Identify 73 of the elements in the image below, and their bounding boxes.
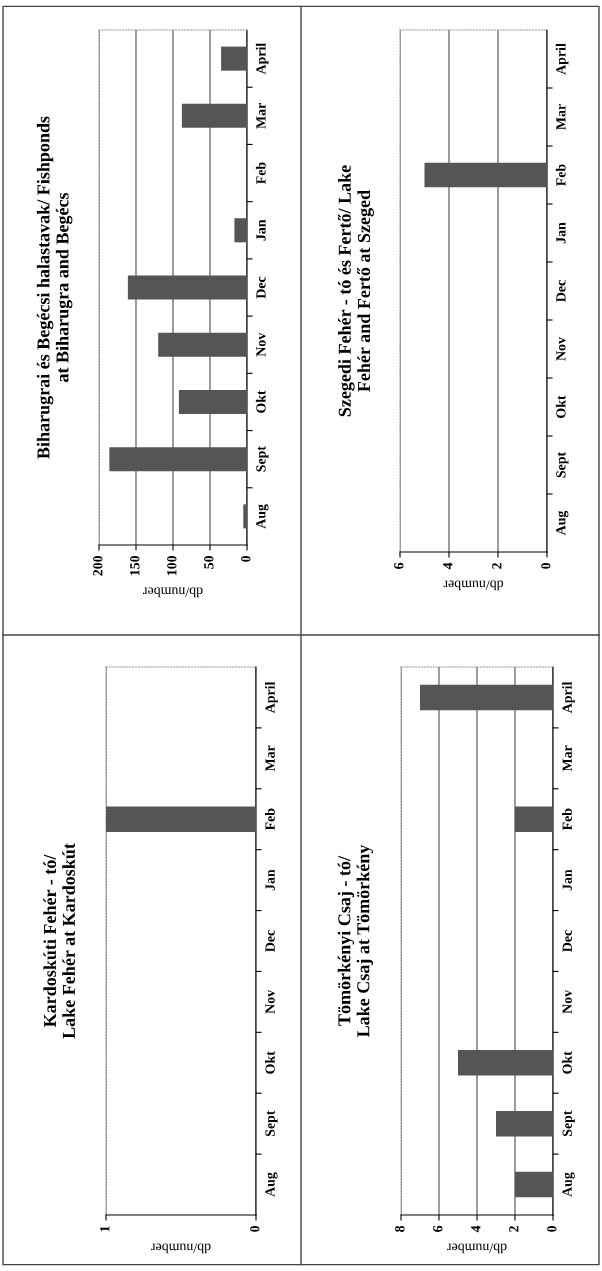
y-tick-label: Nov [562, 989, 572, 1014]
x-tick-label: 50 [204, 555, 214, 569]
y-tick-label: Okt [562, 1051, 572, 1074]
y-tick-label: Feb [255, 162, 266, 184]
bar [458, 1049, 553, 1076]
y-tick-label: April [555, 43, 569, 75]
x-tick-label: 0 [547, 1225, 557, 1232]
bar [178, 389, 247, 414]
y-tick-label: Okt [555, 395, 566, 418]
bar [234, 218, 247, 243]
y-tick-label: Sept [562, 1110, 575, 1137]
y-tick-label: Dec [562, 930, 572, 952]
x-tick-label: 4 [443, 562, 453, 570]
bar [515, 806, 553, 833]
y-tick-label: Okt [255, 390, 266, 413]
y-tick-label: Okt [265, 1051, 275, 1074]
bar [109, 447, 247, 472]
text: Szegedi Fehér - tó és Fertő/ Lake Fehér and Fertő at Szeged [337, 165, 374, 417]
y-tick-label: Feb [265, 808, 275, 831]
text: Tömörkényi Csaj - tó/ Lake Csaj at Tömörkény [337, 844, 374, 1038]
y-tick-label: Nov [256, 332, 266, 357]
y-tick-label: Nov [265, 989, 275, 1014]
x-axis-title: db/number [447, 1243, 507, 1254]
y-tick-label: Jan [265, 869, 275, 891]
x-tick-label: 4 [471, 1225, 481, 1233]
text: Biharugrai és Begécsi halastavak/ Fishponds at Biharugra and Begécs [36, 116, 73, 459]
bar [221, 46, 247, 71]
x-tick-label: 6 [433, 1225, 443, 1232]
y-tick-label: April [265, 681, 278, 714]
y-tick-label: Sept [256, 446, 269, 472]
y-tick-label: Mar [562, 745, 572, 772]
x-tick-label: 1 [100, 1226, 110, 1232]
x-axis-title: db/number [143, 587, 203, 598]
x-tick-label: 2 [509, 1226, 519, 1232]
y-tick-label: Dec [556, 280, 566, 302]
y-tick-label: Jan [556, 222, 566, 244]
y-tick-label: Aug [556, 510, 569, 536]
x-axis-title: db/number [151, 1243, 211, 1254]
x-axis-title: db/number [443, 580, 504, 591]
bar [243, 504, 247, 529]
y-tick-label: Aug [265, 1172, 278, 1197]
y-tick-label: April [562, 681, 575, 714]
bar [127, 275, 247, 300]
y-tick-label: Sept [265, 1110, 278, 1137]
x-tick-label: 2 [492, 563, 502, 569]
bar [420, 684, 553, 711]
text: Kardoskúti Fehér - tó/ Lake Fehér at Kardoskút [43, 843, 75, 1039]
y-tick-label: Aug [256, 504, 269, 529]
y-tick-label: Dec [256, 276, 266, 299]
bar [496, 1110, 553, 1137]
bar [158, 332, 247, 357]
y-tick-label: Jan [562, 869, 572, 891]
x-tick-label: 0 [241, 555, 251, 562]
x-tick-label: 8 [395, 1225, 405, 1232]
y-tick-label: Mar [556, 104, 566, 130]
y-tick-label: Aug [562, 1172, 575, 1197]
y-tick-label: Feb [562, 808, 572, 831]
y-tick-label: Sept [556, 451, 569, 478]
y-tick-label: April [255, 43, 269, 75]
x-tick-label: 6 [394, 562, 404, 569]
y-tick-label: Mar [256, 103, 266, 129]
bar [515, 1171, 553, 1198]
y-tick-label: Jan [256, 219, 266, 241]
y-tick-label: Mar [265, 745, 275, 772]
y-tick-label: Feb [555, 164, 566, 186]
y-tick-label: Nov [556, 337, 566, 361]
x-tick-label: 200 [93, 555, 103, 576]
x-tick-label: 0 [541, 562, 551, 569]
bar [181, 103, 247, 128]
x-tick-label: 100 [167, 555, 177, 576]
y-tick-label: Dec [265, 930, 275, 952]
x-tick-label: 150 [130, 555, 140, 576]
x-tick-label: 0 [250, 1225, 260, 1232]
